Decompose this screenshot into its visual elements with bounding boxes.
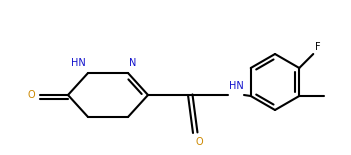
Text: O: O (195, 137, 203, 147)
Text: N: N (129, 58, 137, 68)
Text: O: O (27, 90, 35, 100)
Text: F: F (315, 42, 321, 52)
Text: HN: HN (229, 81, 244, 91)
Text: HN: HN (71, 58, 86, 68)
